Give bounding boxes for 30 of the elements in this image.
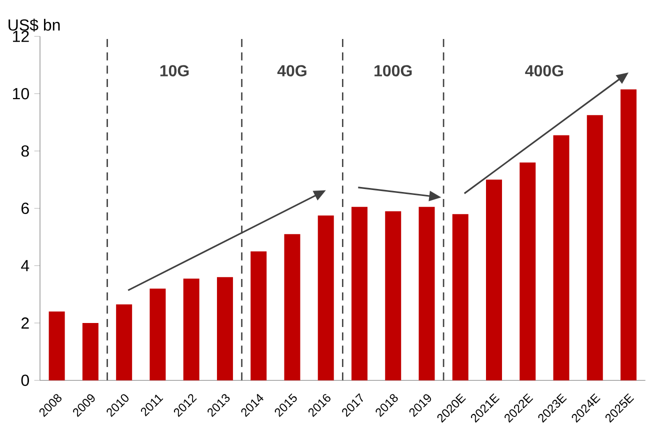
bar bbox=[183, 278, 200, 380]
annotation: 400G bbox=[525, 65, 564, 76]
y-tick-label: 2 bbox=[21, 317, 29, 329]
bar bbox=[620, 89, 637, 380]
bar bbox=[586, 115, 603, 380]
y-tick-label: 6 bbox=[22, 202, 29, 214]
bar bbox=[520, 162, 536, 380]
bar bbox=[150, 288, 166, 380]
y-tick-label: 4 bbox=[21, 260, 30, 272]
bar bbox=[318, 216, 334, 380]
y-tick-label: 12 bbox=[13, 30, 29, 42]
bar bbox=[48, 312, 65, 380]
y-tick-label: 8 bbox=[21, 145, 29, 157]
annotation: 100G bbox=[374, 65, 412, 76]
bar bbox=[452, 214, 468, 380]
bar bbox=[250, 251, 267, 380]
bar bbox=[116, 304, 132, 380]
y-tick-label: 0 bbox=[21, 374, 29, 386]
bar bbox=[418, 206, 435, 380]
bar bbox=[385, 211, 402, 380]
y-tick-label: 10 bbox=[13, 88, 29, 100]
annotation: 40G bbox=[277, 65, 306, 76]
y-axis-title: US$ bn bbox=[8, 18, 60, 32]
bar bbox=[284, 234, 300, 380]
annotation: 10G bbox=[160, 65, 189, 76]
bar bbox=[553, 135, 570, 380]
bar bbox=[82, 323, 98, 380]
bar bbox=[216, 277, 233, 380]
bar bbox=[351, 206, 368, 380]
bar bbox=[486, 180, 502, 380]
